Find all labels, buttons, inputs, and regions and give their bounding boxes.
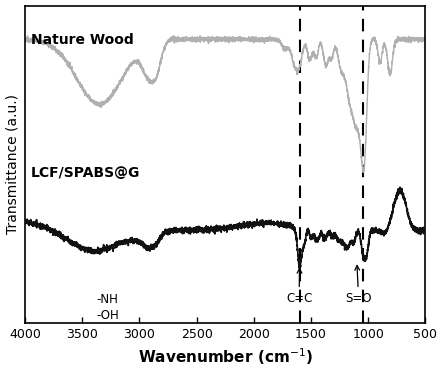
Text: S=O: S=O bbox=[346, 266, 372, 305]
Text: C=C: C=C bbox=[286, 269, 312, 305]
X-axis label: Wavenumber (cm$^{-1}$): Wavenumber (cm$^{-1}$) bbox=[138, 347, 313, 367]
Text: -NH
-OH: -NH -OH bbox=[96, 293, 119, 322]
Text: LCF/SPABS@G: LCF/SPABS@G bbox=[31, 166, 140, 180]
Text: Nature Wood: Nature Wood bbox=[31, 33, 134, 47]
Y-axis label: Transmittance (a.u.): Transmittance (a.u.) bbox=[6, 94, 19, 235]
